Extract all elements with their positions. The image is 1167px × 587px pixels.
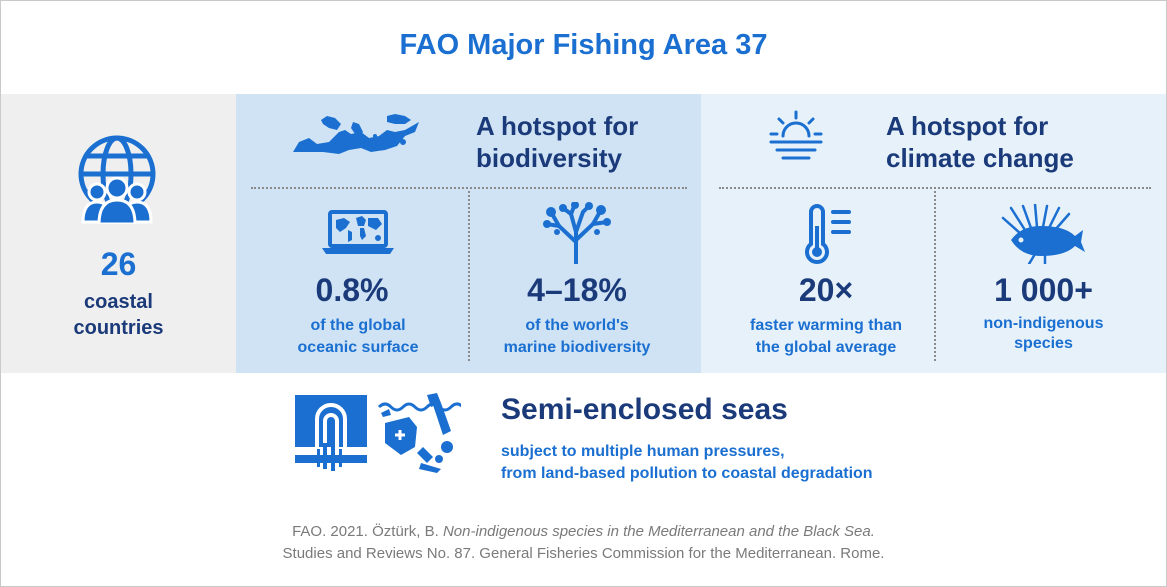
biodiversity-stat1-line1: of the global	[310, 317, 406, 334]
biodiversity-stat2-line2: marine biodiversity	[503, 339, 651, 356]
sunset-icon	[769, 110, 823, 160]
mediterranean-map-icon	[293, 114, 419, 154]
climate-stat2-line1: non-indigenous	[983, 315, 1104, 332]
lionfish-icon	[1001, 204, 1085, 264]
climate-heading-line1: A hotspot for	[886, 111, 1049, 141]
climate-stat2-line2: species	[1014, 335, 1073, 352]
countries-number: 26	[100, 246, 137, 282]
climate-stat1-line1: faster warming than	[749, 317, 903, 334]
climate-stat1-value: 20×	[798, 272, 854, 308]
biodiversity-heading-line2: biodiversity	[476, 143, 622, 173]
biodiversity-stat2-value: 4–18%	[527, 272, 627, 308]
climate-column-divider	[934, 191, 936, 361]
page-title: FAO Major Fishing Area 37	[399, 29, 768, 61]
biodiversity-heading-line1: A hotspot for	[476, 111, 639, 141]
laptop-world-map-icon	[322, 210, 394, 254]
climate-heading-line2: climate change	[886, 143, 1074, 173]
source-title: Non-indigenous species in the Mediterran…	[442, 523, 875, 540]
seas-line1: subject to multiple human pressures,	[501, 443, 785, 460]
countries-line1: coastal	[84, 291, 153, 313]
coral-icon	[543, 202, 611, 264]
biodiversity-panel: A hotspot for biodiversity 0.8% of the g…	[236, 94, 701, 373]
biodiversity-column-divider	[468, 191, 470, 361]
climate-stat1-line2: the global average	[755, 339, 897, 356]
biodiversity-divider	[251, 187, 687, 189]
countries-panel: 26 coastal countries	[1, 94, 236, 373]
biodiversity-stat1-value: 0.8%	[315, 272, 389, 308]
climate-divider	[719, 187, 1151, 189]
seas-description: subject to multiple human pressures, fro…	[501, 441, 873, 485]
seas-line2: from land-based pollution to coastal deg…	[501, 465, 873, 482]
marine-litter-icon	[377, 393, 461, 473]
seas-heading: Semi-enclosed seas	[501, 393, 788, 426]
thermometer-icon	[805, 204, 851, 264]
biodiversity-stat2-line1: of the world's	[525, 317, 629, 334]
globe-people-icon	[78, 135, 156, 224]
source-line1: FAO. 2021. Öztürk, B. Non-indigenous spe…	[1, 521, 1166, 543]
stats-band: 26 coastal countries A hotspot for biodi…	[1, 94, 1166, 373]
climate-panel: A hotspot for climate change 20× faster …	[701, 94, 1166, 373]
biodiversity-stat1-line2: oceanic surface	[297, 339, 419, 356]
countries-line2: countries	[73, 317, 164, 339]
source-citation: FAO. 2021. Öztürk, B. Non-indigenous spe…	[1, 521, 1166, 565]
source-prefix: FAO. 2021. Öztürk, B.	[292, 523, 443, 540]
source-line2: Studies and Reviews No. 87. General Fish…	[282, 545, 885, 562]
climate-stat2-value: 1 000+	[994, 272, 1093, 308]
pipe-pollution-icon	[295, 395, 367, 471]
